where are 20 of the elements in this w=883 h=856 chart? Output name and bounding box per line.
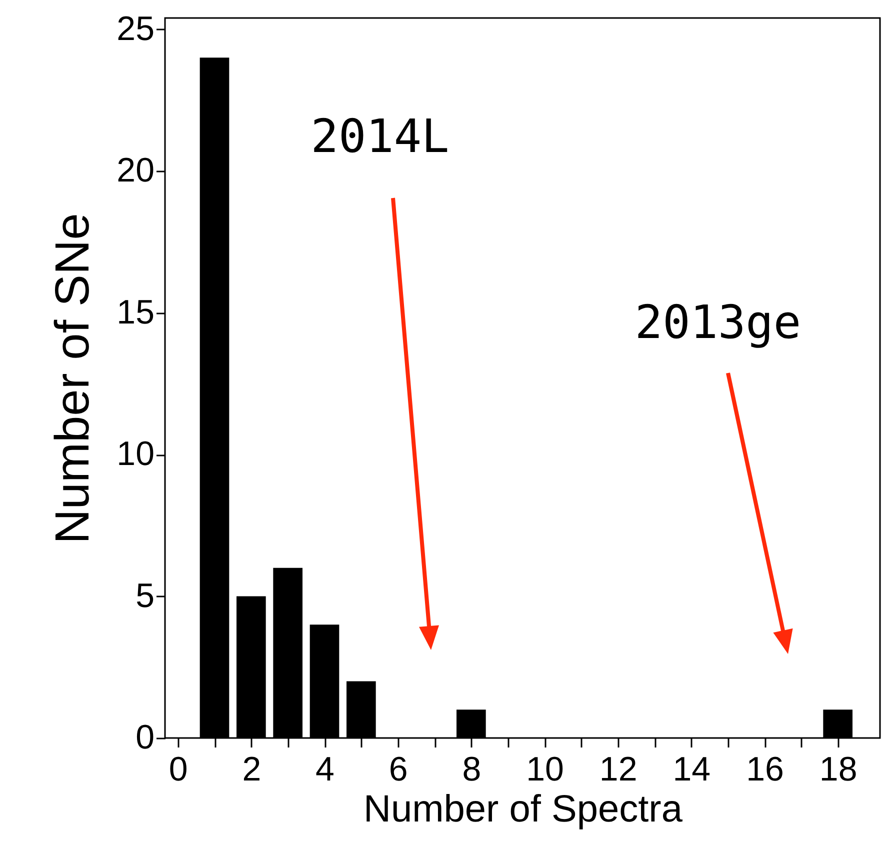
y-axis-title: Number of SNe xyxy=(46,213,100,544)
y-tick-label: 0 xyxy=(136,718,154,756)
x-tick-label: 0 xyxy=(168,750,188,788)
x-axis-title: Number of Spectra xyxy=(364,788,684,830)
x-tick-label: 2 xyxy=(242,750,262,788)
x-tick-label: 14 xyxy=(672,750,711,788)
x-tick-label: 6 xyxy=(388,750,408,788)
y-tick-label: 20 xyxy=(116,152,154,190)
y-tick-label: 5 xyxy=(136,576,154,615)
x-tick-label: 18 xyxy=(819,750,858,788)
x-tick-label: 16 xyxy=(746,750,784,788)
x-tick-label: 4 xyxy=(316,750,334,788)
annotation: 2013ge xyxy=(634,295,802,349)
y-tick-label: 10 xyxy=(116,435,154,474)
annotation: 2014L xyxy=(310,109,450,163)
x-tick-label: 8 xyxy=(462,750,482,788)
y-tick-label: 15 xyxy=(116,293,154,332)
x-tick-label: 12 xyxy=(599,750,638,788)
y-tick-label: 25 xyxy=(116,10,154,48)
x-tick-label: 10 xyxy=(526,750,564,788)
